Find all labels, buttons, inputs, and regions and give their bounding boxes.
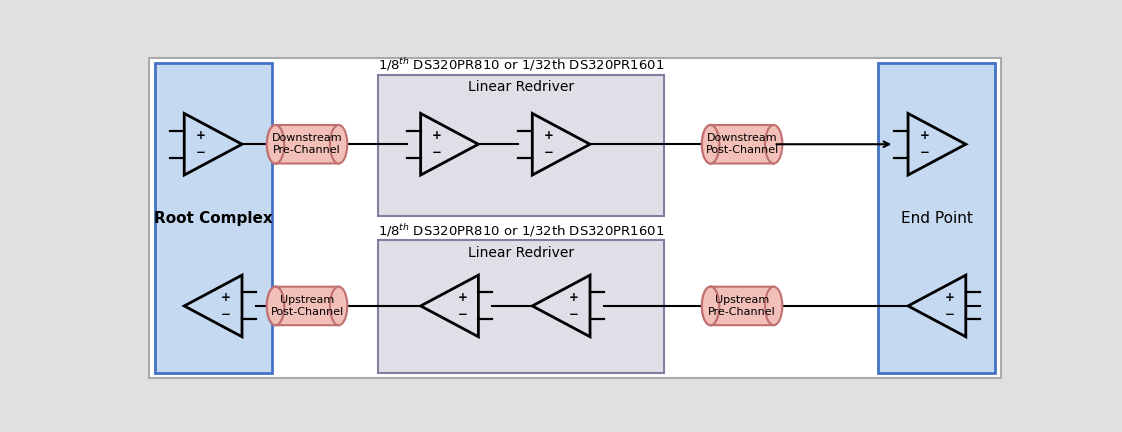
Text: Upstream
Post-Channel: Upstream Post-Channel [270,295,343,317]
Text: End Point: End Point [901,211,973,226]
FancyBboxPatch shape [378,75,664,216]
Polygon shape [421,114,478,175]
Text: +: + [221,291,231,304]
Text: −: − [221,308,231,321]
Text: +: + [569,291,579,304]
Text: −: − [432,146,442,159]
Ellipse shape [267,287,284,325]
Text: −: − [919,146,929,159]
Text: +: + [945,291,955,304]
Text: −: − [195,146,205,159]
Polygon shape [184,275,242,337]
Text: Upstream
Pre-Channel: Upstream Pre-Channel [708,295,776,317]
Text: +: + [195,129,205,142]
Text: 1/8$^{th}$ DS320PR810 or 1/32th DS320PR1601: 1/8$^{th}$ DS320PR810 or 1/32th DS320PR1… [378,222,664,239]
FancyBboxPatch shape [879,64,995,373]
Polygon shape [421,275,478,337]
Ellipse shape [330,287,348,325]
Ellipse shape [702,287,719,325]
Ellipse shape [765,125,782,163]
Text: Linear Redriver: Linear Redriver [468,246,574,260]
Text: +: + [458,291,467,304]
FancyBboxPatch shape [149,58,1001,378]
Text: −: − [543,146,553,159]
Ellipse shape [267,287,284,325]
Text: −: − [569,308,579,321]
Text: Downstream
Pre-Channel: Downstream Pre-Channel [272,133,342,155]
Polygon shape [532,114,590,175]
Ellipse shape [765,287,782,325]
Ellipse shape [702,125,719,163]
FancyBboxPatch shape [276,125,339,163]
FancyBboxPatch shape [710,287,774,325]
Polygon shape [184,114,242,175]
Text: −: − [945,308,955,321]
Text: Linear Redriver: Linear Redriver [468,80,574,94]
Ellipse shape [267,125,284,163]
Polygon shape [908,275,966,337]
Text: +: + [919,129,929,142]
FancyBboxPatch shape [155,64,272,373]
Polygon shape [532,275,590,337]
Ellipse shape [702,125,719,163]
FancyBboxPatch shape [378,241,664,373]
Text: Root Complex: Root Complex [154,211,273,226]
FancyBboxPatch shape [276,287,339,325]
Text: +: + [432,129,442,142]
Polygon shape [908,114,966,175]
FancyBboxPatch shape [710,125,774,163]
Text: Downstream
Post-Channel: Downstream Post-Channel [706,133,779,155]
Ellipse shape [330,125,348,163]
Text: 1/8$^{th}$ DS320PR810 or 1/32th DS320PR1601: 1/8$^{th}$ DS320PR810 or 1/32th DS320PR1… [378,57,664,73]
Ellipse shape [267,125,284,163]
Text: −: − [458,308,467,321]
Ellipse shape [702,287,719,325]
Text: +: + [543,129,553,142]
